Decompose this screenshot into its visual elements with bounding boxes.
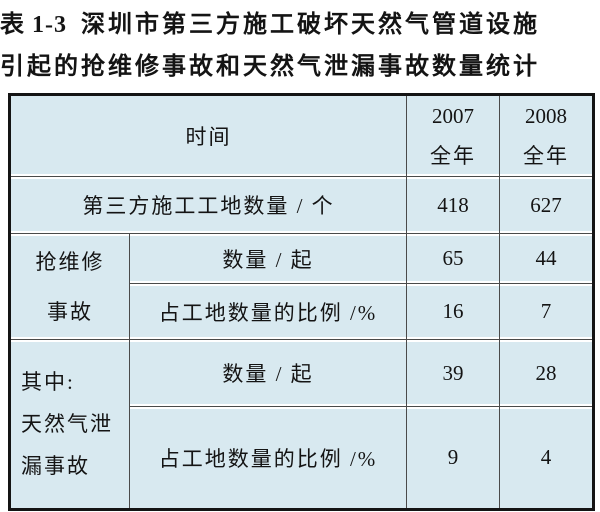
repair-count-2007: 65 [406, 233, 500, 284]
header-cell-time: 时间 [9, 94, 407, 177]
header-cell-2007: 2007 全年 [406, 94, 500, 177]
title-text-line1: 深圳市第三方施工破坏天然气管道设施 [81, 12, 540, 38]
header-2008-year: 2008 [525, 104, 567, 128]
site-count-2008: 627 [499, 176, 594, 234]
header-row: 时间 2007 全年 2008 全年 [9, 94, 594, 177]
leak-count-label: 数量 / 起 [129, 339, 407, 407]
site-count-2007: 418 [406, 176, 500, 234]
leak-group-label: 其中: 天然气泄 漏事故 [9, 339, 130, 510]
repair-group-line1: 抢维修 [35, 249, 105, 274]
title-line-1: 表 1-3 深圳市第三方施工破坏天然气管道设施 [0, 4, 540, 46]
leak-ratio-2007: 9 [406, 406, 500, 510]
leak-ratio-row: 占工地数量的比例 /% 9 4 [10, 406, 594, 510]
header-2007-fullyear: 全年 [430, 144, 476, 168]
repair-group-label: 抢维修 事故 [9, 233, 130, 340]
title-table-number: 表 1-3 [0, 12, 67, 38]
repair-count-row: 抢维修 事故 数量 / 起 65 44 [9, 233, 594, 340]
leak-count-row: 其中: 天然气泄 漏事故 数量 / 起 39 28 [9, 339, 594, 510]
leak-group-line3: 漏事故 [21, 454, 90, 478]
leak-group-line2: 天然气泄 [21, 412, 113, 436]
leak-ratio-2008: 4 [499, 406, 594, 510]
header-cell-2008: 2008 全年 [499, 94, 594, 177]
stats-table: 时间 2007 全年 2008 全年 第三方施工工地数量 / 个 418 627… [8, 93, 595, 511]
site-count-label: 第三方施工工地数量 / 个 [9, 176, 407, 234]
site-count-row: 第三方施工工地数量 / 个 418 627 [9, 176, 594, 234]
leak-count-2008: 28 [499, 339, 594, 407]
title-line-2: 引起的抢维修事故和天然气泄漏事故数量统计 [0, 46, 540, 88]
repair-ratio-2008: 7 [499, 283, 594, 340]
leak-count-2007: 39 [406, 339, 500, 407]
repair-ratio-row: 占工地数量的比例 /% 16 7 [10, 283, 594, 340]
header-2008-fullyear: 全年 [523, 144, 569, 168]
repair-ratio-2007: 16 [406, 283, 500, 340]
title-text-line2: 引起的抢维修事故和天然气泄漏事故数量统计 [0, 54, 540, 80]
leak-group-line1: 其中: [21, 370, 75, 394]
repair-count-label: 数量 / 起 [129, 233, 407, 284]
repair-count-2008: 44 [499, 233, 594, 284]
header-2007-year: 2007 [432, 104, 474, 128]
repair-group-line2: 事故 [47, 299, 93, 324]
repair-ratio-label: 占工地数量的比例 /% [129, 283, 407, 340]
page-title: 表 1-3 深圳市第三方施工破坏天然气管道设施 引起的抢维修事故和天然气泄漏事故数… [0, 4, 540, 88]
leak-ratio-label: 占工地数量的比例 /% [129, 406, 407, 510]
